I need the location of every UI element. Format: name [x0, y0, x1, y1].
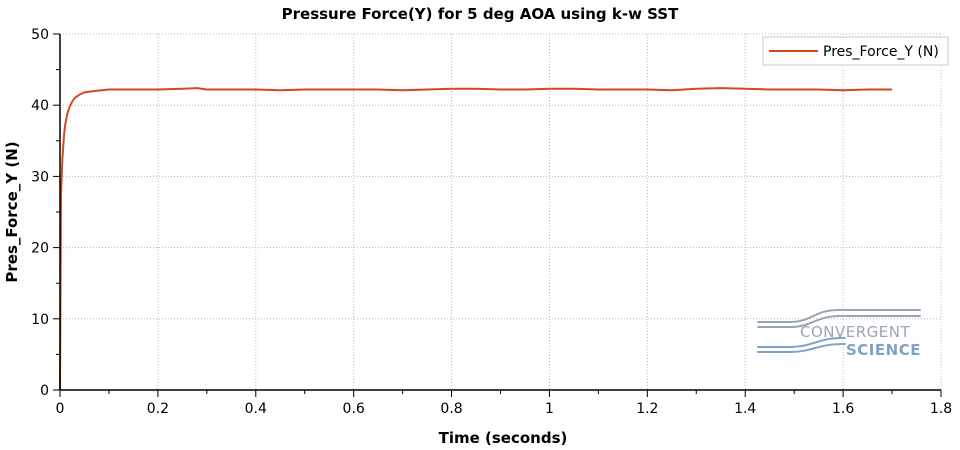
x-tick-label: 0: [56, 401, 65, 417]
grid-lines: [60, 33, 942, 390]
series-line: [59, 87, 893, 391]
y-tick-label: 20: [31, 241, 49, 257]
x-tick-label: 0.4: [245, 401, 267, 417]
logo-swoosh-stroke: [757, 315, 921, 328]
y-tick-label: 40: [31, 98, 49, 114]
x-tick-label: 1.4: [734, 401, 756, 417]
x-axis-label: Time (seconds): [439, 429, 568, 446]
chart-title: Pressure Force(Y) for 5 deg AOA using k-…: [282, 5, 679, 23]
y-tick-label: 50: [31, 27, 49, 43]
y-tick-label: 10: [31, 312, 49, 328]
x-tick-label: 1.6: [832, 401, 854, 417]
logo-text-convergent: CONVERGENT: [800, 323, 910, 341]
logo-text-science: SCIENCE: [846, 341, 921, 359]
y-tick-label: 0: [40, 383, 49, 399]
x-tick-label: 0.2: [147, 401, 169, 417]
y-tick-label: 30: [31, 169, 49, 185]
logo-swoosh-icon: [757, 309, 921, 353]
x-tick-label: 0.6: [343, 401, 365, 417]
legend-series-label: Pres_Force_Y (N): [823, 44, 939, 60]
x-tick-label: 1.8: [930, 401, 952, 417]
x-tick-label: 1.2: [636, 401, 658, 417]
x-tick-label: 1: [545, 401, 554, 417]
convergent-science-logo: CONVERGENT SCIENCE: [757, 309, 921, 359]
x-tick-label: 0.8: [440, 401, 462, 417]
y-axis-label: Pres_Force_Y (N): [3, 141, 21, 282]
logo-swoosh-stroke: [757, 309, 921, 323]
logo-swoosh-stroke: [757, 337, 846, 348]
ticks: 0 0.2 0.4 0.6 0.8 1 1.2 1.4 1.6 1.8 0 10 20 30 40 50: [31, 27, 952, 417]
series-layer: [59, 87, 893, 391]
chart-legend: Pres_Force_Y (N): [762, 36, 949, 66]
logo-swoosh-stroke: [757, 343, 846, 353]
